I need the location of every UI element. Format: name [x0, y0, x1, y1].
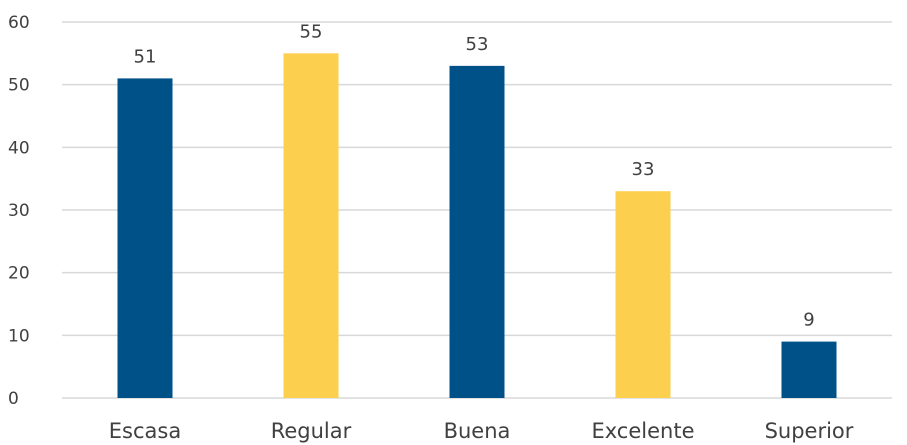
y-axis-ticks: 0 10 20 30 40 50 60 [8, 13, 30, 409]
y-tick-label: 0 [8, 389, 19, 409]
y-tick-label: 60 [8, 13, 30, 33]
data-labels: 51 55 53 33 9 [134, 21, 815, 330]
y-tick-label: 20 [8, 264, 30, 284]
y-tick-label: 50 [8, 76, 30, 96]
data-label: 33 [632, 159, 655, 180]
x-category-label: Escasa [109, 419, 181, 443]
data-label: 9 [803, 310, 814, 331]
bar-regular [283, 53, 339, 398]
x-category-label: Regular [271, 419, 352, 443]
bar-excelente [615, 191, 671, 398]
y-tick-label: 30 [8, 201, 30, 221]
bar-superior [781, 341, 837, 398]
x-axis-categories: Escasa Regular Buena Excelente Superior [109, 419, 854, 443]
data-label: 51 [134, 46, 157, 67]
data-label: 53 [466, 34, 489, 55]
data-label: 55 [300, 21, 323, 42]
x-category-label: Superior [765, 419, 854, 443]
bar-escasa [117, 78, 173, 399]
x-category-label: Buena [444, 419, 511, 443]
bar-buena [449, 65, 505, 398]
y-tick-label: 40 [8, 138, 30, 158]
bars [117, 53, 837, 399]
y-tick-label: 10 [8, 326, 30, 346]
x-category-label: Excelente [591, 419, 694, 443]
